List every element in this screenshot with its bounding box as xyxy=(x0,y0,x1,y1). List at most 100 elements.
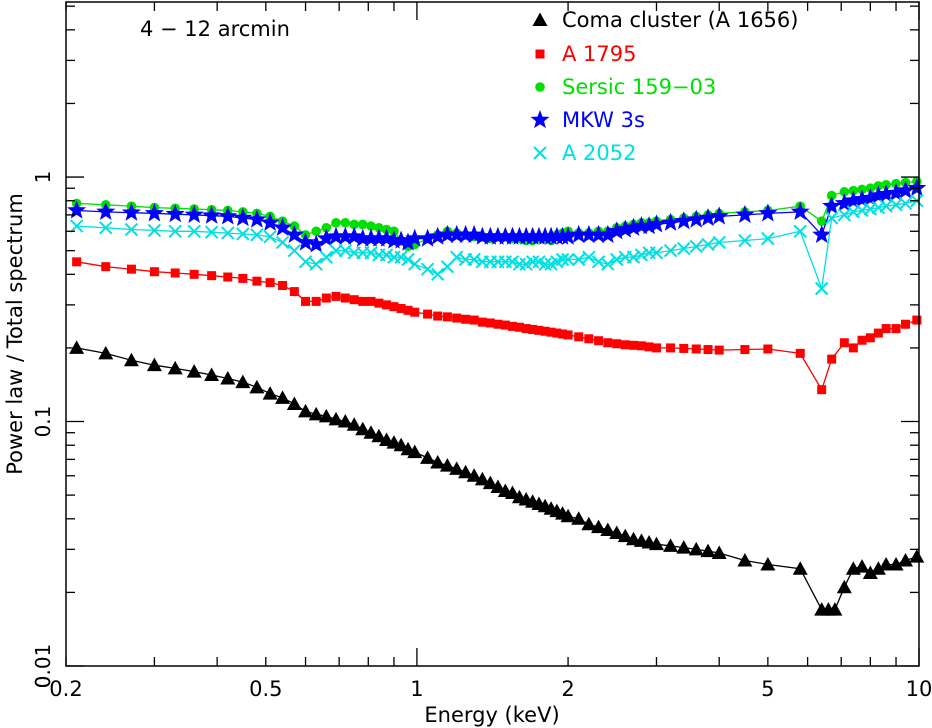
data-point xyxy=(287,243,302,258)
x-tick-label: 1 xyxy=(410,677,423,701)
data-point xyxy=(146,357,162,372)
data-point xyxy=(466,468,482,482)
data-point xyxy=(358,296,368,306)
data-point xyxy=(854,559,870,573)
data-point xyxy=(594,336,604,346)
data-point xyxy=(912,315,922,325)
data-point xyxy=(688,541,704,556)
series-2 xyxy=(72,257,922,395)
data-point xyxy=(555,252,570,267)
data-point xyxy=(431,267,445,282)
data-point xyxy=(563,330,573,340)
data-point xyxy=(534,325,544,335)
data-point xyxy=(147,223,162,238)
data-point xyxy=(335,226,355,245)
data-point xyxy=(469,315,479,325)
data-point xyxy=(374,298,384,308)
data-point xyxy=(236,227,250,241)
data-point xyxy=(603,338,613,348)
data-point xyxy=(898,553,914,567)
data-point xyxy=(674,211,694,230)
data-point xyxy=(876,184,896,203)
data-point xyxy=(284,224,304,243)
data-point xyxy=(612,339,622,349)
legend-label: A 2052 xyxy=(562,141,636,165)
data-point xyxy=(826,190,837,201)
tick-labels: 0.2 0.5 1 2 5 10 0.01 0.1 1 xyxy=(31,171,932,701)
data-point xyxy=(247,209,267,228)
data-point xyxy=(403,305,413,315)
data-point xyxy=(860,188,880,207)
data-point xyxy=(507,321,517,331)
data-point xyxy=(361,228,381,247)
data-point xyxy=(839,187,850,197)
legend-label: Coma cluster (A 1656) xyxy=(562,8,798,32)
data-point xyxy=(309,257,323,271)
data-point xyxy=(712,235,726,250)
data-point xyxy=(740,345,750,355)
data-point xyxy=(909,549,925,563)
data-point xyxy=(398,232,418,251)
data-point xyxy=(340,293,350,303)
legend-marker xyxy=(533,146,547,160)
data-point xyxy=(538,257,552,271)
data-point xyxy=(679,343,689,353)
data-point xyxy=(286,396,302,410)
legend-label: Sersic 159−03 xyxy=(562,75,716,99)
data-point xyxy=(474,471,490,486)
data-point xyxy=(401,252,415,267)
data-point xyxy=(275,235,290,250)
data-point xyxy=(698,208,718,227)
data-point xyxy=(857,184,867,195)
data-point xyxy=(824,211,839,225)
data-point xyxy=(124,222,139,237)
data-point xyxy=(98,345,114,360)
data-point xyxy=(69,340,85,354)
series-4 xyxy=(67,178,927,253)
data-point xyxy=(812,224,832,243)
data-point xyxy=(357,219,368,230)
y-tick-label: 0.1 xyxy=(31,406,55,438)
data-point xyxy=(666,343,676,353)
legend-marker xyxy=(530,110,550,129)
data-point xyxy=(99,221,113,235)
data-point xyxy=(410,307,420,317)
data-point xyxy=(275,390,291,404)
data-point xyxy=(636,341,646,351)
data-point xyxy=(663,243,678,258)
data-point xyxy=(328,411,344,426)
data-point xyxy=(817,385,827,395)
data-point xyxy=(262,386,278,400)
data-point xyxy=(311,226,321,237)
data-point xyxy=(648,536,664,551)
data-point xyxy=(447,224,467,243)
data-point xyxy=(337,414,353,428)
x-tick-label: 2 xyxy=(561,677,574,701)
data-point xyxy=(366,296,376,306)
data-point xyxy=(353,228,373,247)
data-point xyxy=(626,250,641,264)
data-point xyxy=(834,193,854,212)
data-point xyxy=(218,206,238,225)
data-point xyxy=(319,250,334,264)
legend-marker xyxy=(532,12,548,26)
legend: Coma cluster (A 1656) A 1795 Sersic 159−03… xyxy=(530,8,798,165)
data-point xyxy=(458,464,474,479)
data-point xyxy=(384,230,404,249)
data-point xyxy=(639,216,659,235)
data-point xyxy=(278,281,288,291)
data-point xyxy=(67,200,87,219)
data-point xyxy=(700,543,716,558)
data-point xyxy=(600,522,616,536)
data-point xyxy=(827,354,837,364)
data-point xyxy=(901,319,911,329)
data-point xyxy=(546,327,556,337)
data-point xyxy=(408,257,422,271)
data-point xyxy=(873,328,883,338)
data-point xyxy=(296,232,316,251)
y-axis-label: Power law / Total spectrum xyxy=(3,193,27,475)
data-point xyxy=(735,204,755,223)
data-point xyxy=(488,226,508,245)
data-point xyxy=(552,328,562,338)
data-point xyxy=(263,230,277,244)
